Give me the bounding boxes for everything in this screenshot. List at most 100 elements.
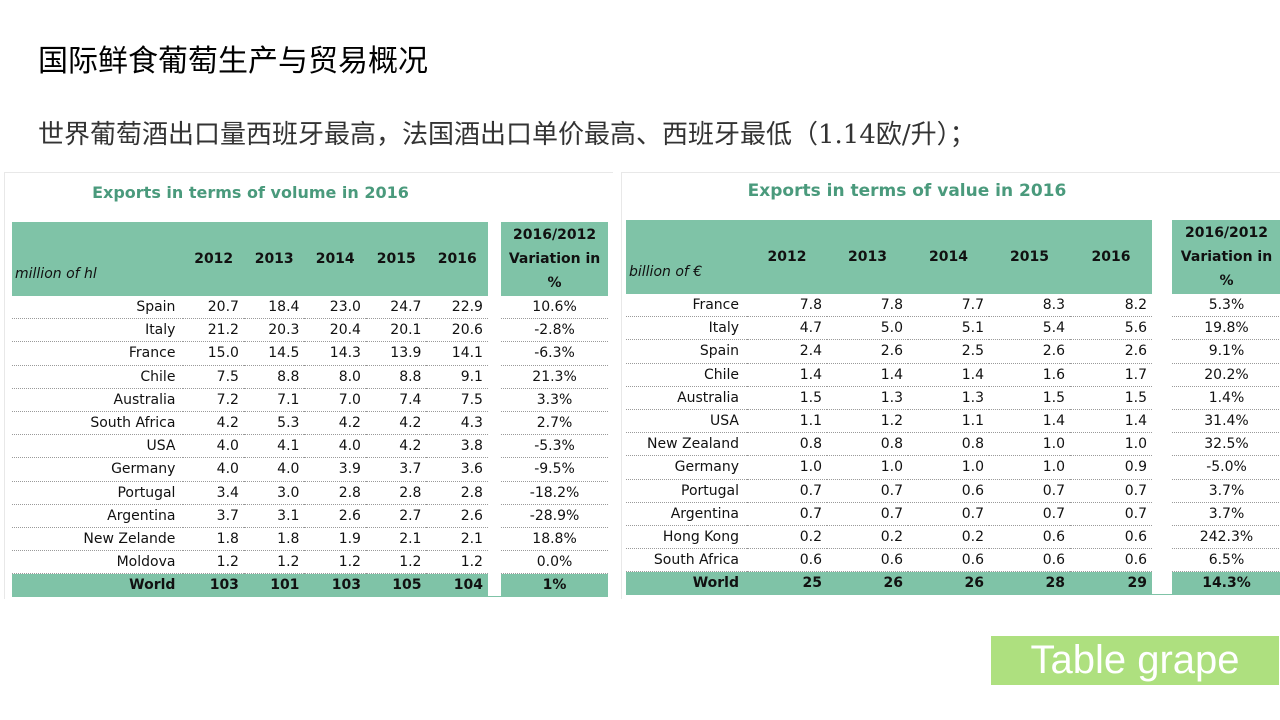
value-cell: 1.2 — [183, 550, 244, 575]
value-cell: 1.1 — [747, 409, 827, 434]
value-cell: 26 — [827, 571, 908, 596]
value-cell: 103 — [304, 573, 366, 598]
variation-cell: 18.8% — [501, 527, 608, 552]
country-cell: Portugal — [12, 481, 184, 505]
value-cell: 4.1 — [243, 434, 305, 459]
year-header: 2014 — [304, 222, 366, 296]
value-cell: 1.0 — [989, 455, 1070, 480]
value-cell: 3.4 — [183, 481, 244, 505]
table-row: Chile 1.4 1.4 1.4 1.6 1.7 20.2% — [626, 363, 1280, 387]
value-cell: 3.1 — [243, 504, 305, 528]
value-cell: 7.0 — [304, 388, 366, 412]
column-gap — [487, 550, 502, 574]
value-cell: 1.1 — [908, 409, 989, 434]
value-cell: 1.7 — [1070, 363, 1152, 387]
variation-cell: 21.3% — [501, 365, 608, 389]
unit-label: million of hl — [12, 222, 184, 296]
variation-cell: 1.4% — [1172, 386, 1280, 410]
variation-cell: -18.2% — [501, 481, 608, 505]
table-row: Spain 2.4 2.6 2.5 2.6 2.6 9.1% — [626, 339, 1280, 364]
value-cell: 2.1 — [365, 527, 427, 552]
value-cell: 1.3 — [908, 386, 989, 410]
year-header: 2013 — [243, 222, 305, 296]
value-cell: 4.0 — [304, 434, 366, 459]
country-cell: Argentina — [12, 504, 184, 528]
value-cell: 5.1 — [908, 316, 989, 341]
variation-header-line: Variation in — [508, 251, 601, 267]
table-row: USA 1.1 1.2 1.1 1.4 1.4 31.4% — [626, 409, 1280, 434]
column-gap — [1152, 502, 1172, 526]
value-cell: 7.2 — [183, 388, 244, 412]
header-row: billion of €2012 2013 2014 2015 2016 2016/201… — [626, 220, 1280, 294]
volume-table: million of hl 2012 2013 2014 2015 2016 2016/20… — [12, 222, 608, 598]
value-cell: 0.8 — [747, 432, 827, 457]
country-cell: France — [12, 341, 184, 366]
value-cell: 1.4 — [747, 363, 827, 387]
table-row: Portugal 0.7 0.7 0.6 0.7 0.7 3.7% — [626, 479, 1280, 503]
value-cell: 7.1 — [243, 388, 305, 412]
table-row: Australia 7.2 7.1 7.0 7.4 7.5 3.3% — [12, 388, 608, 412]
value-cell: 20.1 — [365, 318, 427, 343]
value-cell: 22.9 — [426, 296, 488, 320]
variation-cell: 242.3% — [1172, 525, 1280, 550]
column-gap — [487, 457, 502, 481]
value-table-caption: Exports in terms of value in 2016 — [747, 181, 1067, 201]
value-cell: 3.0 — [243, 481, 305, 505]
value-cell: 1.0 — [989, 432, 1070, 457]
country-cell: Chile — [12, 365, 184, 389]
table-row: Italy 21.2 20.3 20.4 20.1 20.6 -2.8% — [12, 318, 608, 343]
value-cell: 0.6 — [908, 479, 989, 503]
value-cell: 0.6 — [1070, 548, 1152, 573]
country-cell: Germany — [626, 455, 747, 480]
value-cell: 3.8 — [426, 434, 488, 459]
value-cell: 0.7 — [747, 502, 827, 526]
country-cell: Spain — [626, 339, 747, 364]
value-cell: 4.0 — [243, 457, 305, 482]
year-header: 2015 — [989, 220, 1070, 294]
value-cell: 1.0 — [908, 455, 989, 480]
variation-cell: 20.2% — [1172, 363, 1280, 387]
value-cell: 1.4 — [1070, 409, 1152, 434]
value-cell: 0.9 — [1070, 455, 1152, 480]
table-row: Argentina 3.7 3.1 2.6 2.7 2.6 -28.9% — [12, 504, 608, 528]
value-cell: 3.7 — [365, 457, 427, 482]
country-cell: World — [626, 571, 747, 596]
variation-cell: -6.3% — [501, 341, 608, 366]
column-gap — [1152, 525, 1172, 549]
column-gap — [1152, 432, 1172, 456]
value-cell: 3.9 — [304, 457, 366, 482]
value-cell: 7.7 — [908, 294, 989, 318]
value-cell: 8.0 — [304, 365, 366, 389]
value-cell: 9.1 — [426, 365, 488, 389]
column-gap — [1152, 339, 1172, 364]
value-cell: 1.2 — [827, 409, 908, 434]
variation-cell: 32.5% — [1172, 432, 1280, 457]
country-cell: World — [12, 573, 184, 598]
table-row: Hong Kong 0.2 0.2 0.2 0.6 0.6 242.3% — [626, 525, 1280, 550]
value-cell: 0.7 — [827, 479, 908, 503]
slide-subtitle: 世界葡萄酒出口量西班牙最高，法国酒出口单价最高、西班牙最低（1.14欧/升）； — [38, 120, 976, 150]
country-cell: South Africa — [12, 411, 184, 436]
column-gap — [487, 434, 502, 458]
value-cell: 2.6 — [426, 504, 488, 528]
country-cell: South Africa — [626, 548, 747, 573]
column-gap — [1152, 548, 1172, 572]
total-row: World 25 26 26 28 29 14.3% — [626, 571, 1280, 596]
column-gap — [487, 296, 502, 319]
value-cell: 1.5 — [1070, 386, 1152, 410]
value-cell: 7.8 — [827, 294, 908, 318]
column-gap — [487, 573, 502, 598]
table-row: USA 4.0 4.1 4.0 4.2 3.8 -5.3% — [12, 434, 608, 459]
value-cell: 3.6 — [426, 457, 488, 482]
value-cell: 0.7 — [989, 479, 1070, 503]
column-gap — [487, 222, 502, 296]
variation-cell: -9.5% — [501, 457, 608, 482]
column-gap — [487, 388, 502, 412]
variation-header-line: % — [547, 275, 562, 291]
year-header: 2014 — [908, 220, 989, 294]
column-gap — [487, 341, 502, 366]
value-cell: 4.2 — [365, 434, 427, 459]
value-cell: 0.2 — [747, 525, 827, 550]
year-header: 2015 — [365, 222, 427, 296]
value-cell: 2.5 — [908, 339, 989, 364]
